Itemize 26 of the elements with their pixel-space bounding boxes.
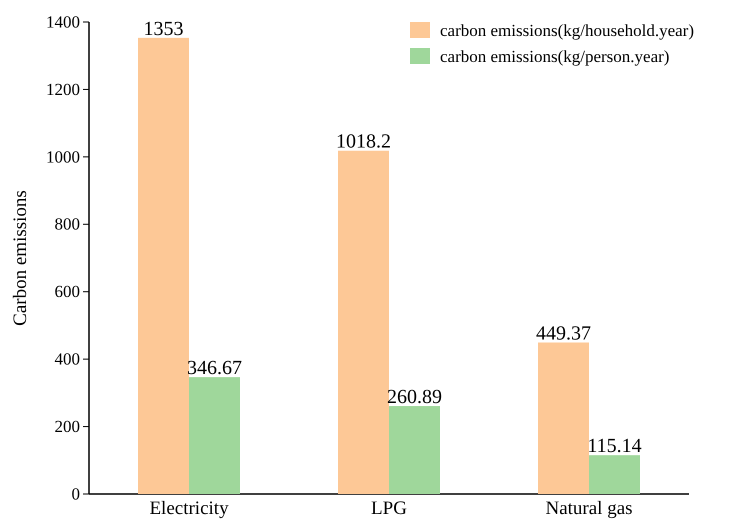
y-tick-label: 600 (54, 282, 80, 302)
bar (589, 455, 640, 494)
x-tick-label: Natural gas (545, 498, 633, 520)
data-label: 115.14 (587, 435, 642, 458)
bar (538, 342, 589, 494)
y-tick-label: 1400 (46, 12, 80, 32)
x-tick-label: LPG (371, 498, 408, 520)
bar (138, 38, 189, 494)
y-tick-label: 1200 (46, 80, 80, 99)
y-tick-label: 0 (72, 484, 80, 504)
legend-label: carbon emissions(kg/household.year) (440, 21, 694, 40)
legend-label: carbon emissions(kg/person.year) (440, 47, 670, 66)
y-tick-label: 200 (54, 417, 80, 436)
data-label: 449.37 (536, 322, 591, 344)
data-label: 1018.2 (336, 130, 391, 153)
data-label: 346.67 (187, 357, 242, 380)
data-label: 1353 (144, 18, 184, 40)
y-tick-label: 400 (54, 350, 80, 369)
y-tick-label: 1000 (46, 147, 80, 166)
bar (189, 377, 240, 494)
bar (389, 406, 440, 494)
x-tick-label: Electricity (149, 498, 230, 520)
bar (338, 150, 389, 494)
y-tick-label: 800 (54, 214, 80, 234)
y-axis-title: Carbon emissions (10, 190, 31, 326)
data-label: 260.89 (387, 386, 442, 408)
